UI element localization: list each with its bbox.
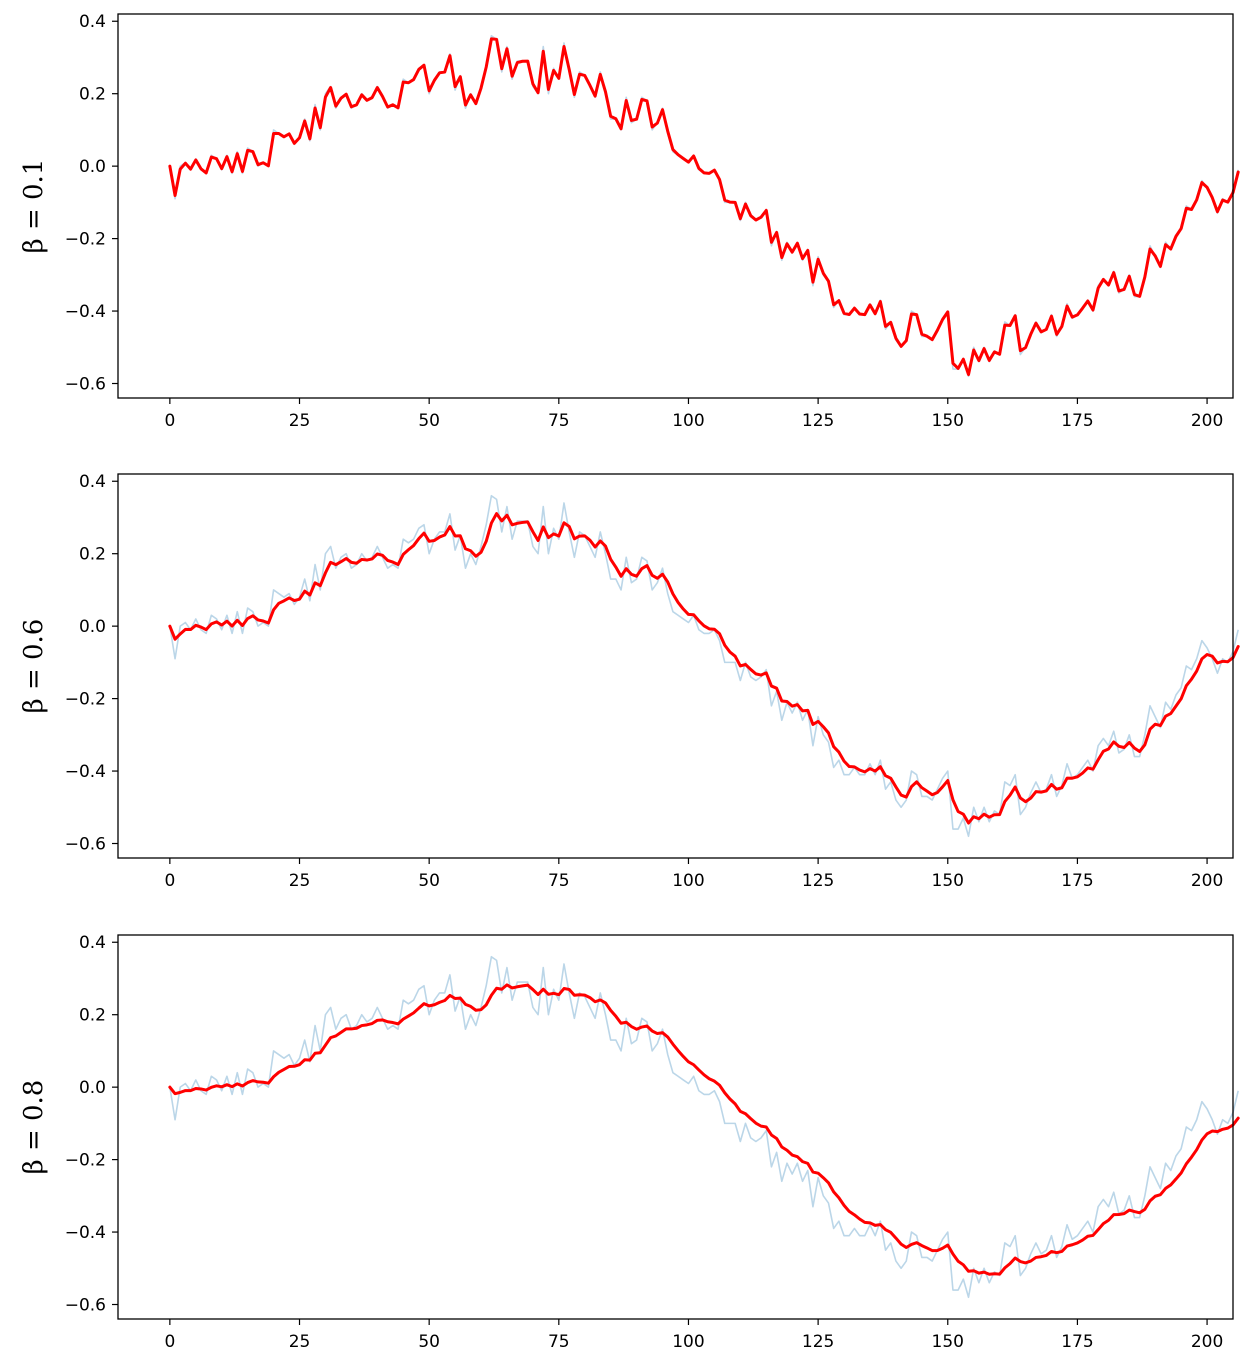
- x-tick-label: 150: [932, 411, 964, 431]
- y-tick-label: −0.6: [65, 1296, 106, 1316]
- raw-series-line: [169, 494, 1239, 838]
- y-tick-label: −0.6: [65, 375, 106, 395]
- x-tick-label: 175: [1061, 871, 1093, 891]
- y-tick-label: 0.2: [79, 1006, 106, 1026]
- y-tick-label: −0.2: [65, 1151, 106, 1171]
- x-tick-label: 100: [672, 411, 704, 431]
- x-tick-label: 75: [548, 871, 570, 891]
- raw-series-line: [169, 955, 1239, 1299]
- axes-frame: [117, 473, 1234, 859]
- x-tick-label: 125: [802, 411, 834, 431]
- y-tick-label: 0.0: [79, 157, 106, 177]
- x-tick-label: 50: [418, 1332, 440, 1352]
- smoothed-series-line: [168, 37, 1240, 377]
- x-tick-label: 75: [548, 1332, 570, 1352]
- x-tick-label: 50: [418, 871, 440, 891]
- x-tick-label: 25: [289, 871, 311, 891]
- y-tick-label: −0.4: [65, 762, 106, 782]
- x-tick-label: 100: [672, 1332, 704, 1352]
- y-tick-label: 0.4: [79, 933, 106, 953]
- axes-frame: [117, 934, 1234, 1320]
- y-tick-label: 0.4: [79, 472, 106, 492]
- y-tick-label: −0.6: [65, 835, 106, 855]
- x-tick-label: 200: [1191, 411, 1223, 431]
- x-tick-label: 25: [289, 1332, 311, 1352]
- y-axis-label: β = 0.6: [19, 619, 49, 714]
- y-tick-label: −0.2: [65, 690, 106, 710]
- x-tick-label: 150: [932, 871, 964, 891]
- x-tick-label: 125: [802, 1332, 834, 1352]
- subplot-beta-0.1: 0 25 50 75 100 125 150 175 200 −0.6 −0.4 −0.2 0.0 0.2…: [19, 12, 1240, 431]
- y-tick-label: 0.2: [79, 85, 106, 105]
- y-axis-label: β = 0.1: [19, 159, 49, 254]
- x-tick-label: 0: [164, 871, 175, 891]
- subplot-beta-0.8: 0 25 50 75 100 125 150 175 200 −0.6 −0.4 −0.2 0.0 0.2…: [19, 933, 1240, 1352]
- y-tick-label: −0.2: [65, 230, 106, 250]
- x-tick-label: 175: [1061, 1332, 1093, 1352]
- smoothed-series-line: [168, 512, 1240, 825]
- x-tick-label: 200: [1191, 1332, 1223, 1352]
- x-tick-label: 200: [1191, 871, 1223, 891]
- x-tick-label: 0: [164, 411, 175, 431]
- y-tick-label: 0.0: [79, 617, 106, 637]
- y-tick-label: −0.4: [65, 302, 106, 322]
- x-tick-label: 50: [418, 411, 440, 431]
- x-tick-label: 75: [548, 411, 570, 431]
- x-tick-label: 100: [672, 871, 704, 891]
- y-tick-label: −0.4: [65, 1223, 106, 1243]
- y-axis-label: β = 0.8: [19, 1080, 49, 1175]
- y-tick-label: 0.2: [79, 545, 106, 565]
- smoothed-series-line: [168, 983, 1240, 1276]
- y-tick-label: 0.0: [79, 1078, 106, 1098]
- axes-frame: [117, 13, 1234, 399]
- x-tick-label: 25: [289, 411, 311, 431]
- subplot-beta-0.6: 0 25 50 75 100 125 150 175 200 −0.6 −0.4 −0.2 0.0 0.2…: [19, 472, 1240, 891]
- x-tick-label: 150: [932, 1332, 964, 1352]
- x-tick-label: 175: [1061, 411, 1093, 431]
- x-tick-label: 0: [164, 1332, 175, 1352]
- x-tick-label: 125: [802, 871, 834, 891]
- y-tick-label: 0.4: [79, 12, 106, 32]
